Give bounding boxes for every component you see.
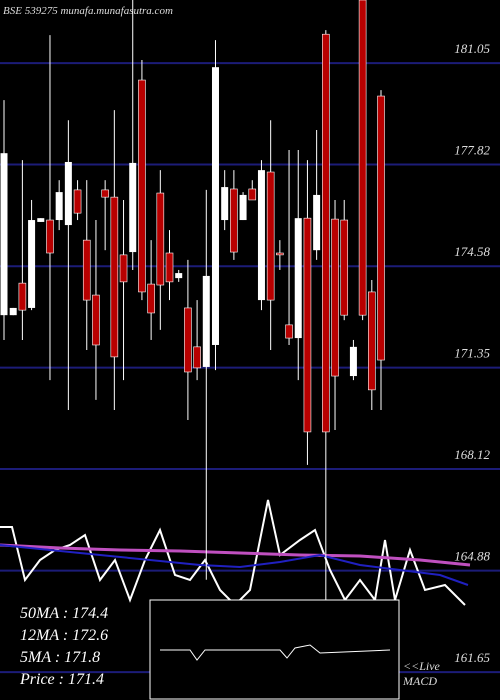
candle-body [349, 346, 357, 377]
ma-label: 12MA : 172.6 [20, 627, 108, 644]
candle-body [368, 291, 376, 391]
candle-body [0, 153, 8, 316]
candle-body [138, 79, 146, 293]
indicator-trace [0, 543, 471, 567]
candle-body [340, 219, 349, 316]
candle-body [119, 254, 128, 283]
candle-body [202, 275, 210, 367]
y-tick-label: 181.05 [454, 41, 490, 56]
candle-body [147, 283, 155, 314]
candle-body [101, 189, 109, 198]
indicator-trace [0, 499, 466, 607]
candle-body [221, 187, 229, 221]
candle-body [285, 324, 293, 339]
candle-body [276, 252, 284, 256]
candle-body [294, 218, 302, 339]
price-label: Price : 171.4 [19, 671, 104, 688]
indicator-trace [0, 544, 469, 586]
ma-label: 50MA : 174.4 [20, 605, 108, 622]
y-tick-label: 161.65 [454, 650, 490, 665]
candle-body [18, 282, 27, 311]
chart-title: BSE 539275 munafa.munafasutra.com [3, 5, 173, 17]
candle-body [55, 192, 63, 221]
ma-label: 5MA : 171.8 [20, 649, 100, 666]
candle-body [303, 217, 312, 433]
candle-body [331, 218, 339, 377]
macd-trace [160, 644, 391, 661]
candle-body [230, 188, 238, 253]
candle-body [28, 220, 36, 308]
candle-body [129, 162, 137, 253]
candle-body [46, 219, 54, 254]
candle-body [156, 192, 165, 286]
candle-body [64, 161, 72, 226]
y-tick-label: 174.58 [454, 244, 490, 259]
candle-body [165, 252, 174, 283]
candle-body [175, 273, 183, 279]
candle-body [239, 194, 247, 221]
y-tick-label: 164.88 [454, 549, 490, 564]
candle-body [322, 33, 330, 433]
macd-label: MACD [402, 674, 437, 688]
candle-body [377, 95, 385, 361]
y-tick-label: 177.82 [454, 142, 490, 157]
y-tick-label: 168.12 [454, 447, 490, 462]
candle-body [92, 294, 100, 346]
candle-body [9, 307, 17, 316]
candle-body [110, 196, 119, 358]
candle-body [248, 188, 257, 201]
candle-body [358, 0, 367, 316]
y-tick-label: 171.35 [454, 346, 490, 361]
candle-body [193, 346, 201, 369]
candle-body [73, 189, 82, 214]
candle-body [313, 194, 321, 251]
candle-body [266, 171, 275, 301]
candle-body [37, 218, 45, 222]
candle-body [82, 239, 91, 301]
candle-body [184, 307, 192, 373]
candle-body [211, 67, 219, 345]
macd-label: <<Live [403, 659, 441, 673]
candle-body [257, 170, 265, 301]
